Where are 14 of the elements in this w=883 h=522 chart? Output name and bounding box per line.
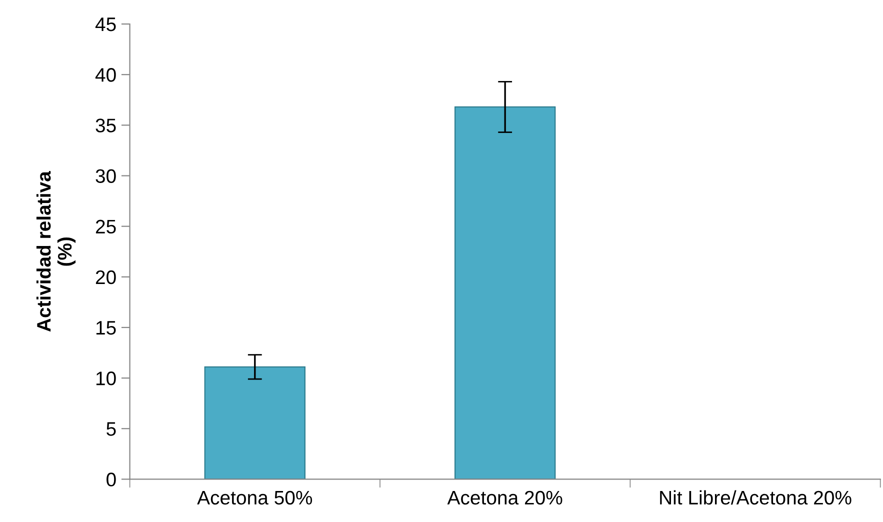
y-tick-label: 20 xyxy=(96,270,116,284)
y-tick-label: 40 xyxy=(95,68,116,82)
x-tick-label: Acetona 50% xyxy=(197,490,312,505)
y-tick-label: 30 xyxy=(96,169,116,183)
x-tick-label: Acetona 20% xyxy=(447,490,562,505)
y-tick-label: 5 xyxy=(106,422,116,436)
y-tick-label: 35 xyxy=(96,118,116,132)
y-tick-label: 45 xyxy=(95,18,116,32)
y-axis-title: Actividad relativa (%) xyxy=(36,170,76,332)
y-tick-label: 15 xyxy=(96,321,116,335)
y-tick-label: 10 xyxy=(96,372,116,386)
y-tick-label: 0 xyxy=(106,472,116,486)
y-tick-label: 25 xyxy=(96,220,116,234)
x-tick-label: Nit Libre/Acetona 20% xyxy=(660,490,852,505)
